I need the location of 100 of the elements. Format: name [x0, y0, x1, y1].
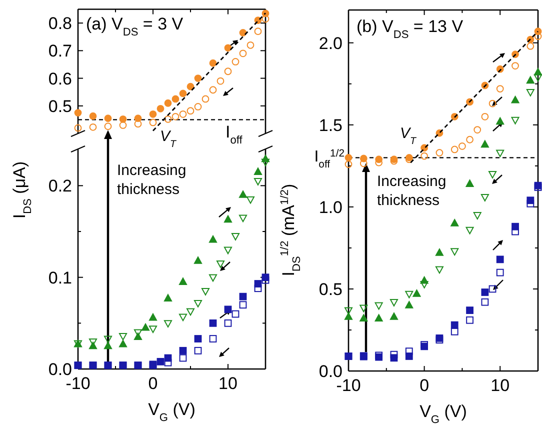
point: [526, 76, 534, 84]
point: [405, 301, 414, 308]
y-tick-label: 0.2: [48, 176, 72, 196]
point: [179, 90, 187, 98]
y-tick-label: 0.5: [48, 96, 72, 116]
point: [496, 268, 504, 276]
point: [390, 299, 398, 306]
point: [262, 15, 270, 23]
point: [194, 256, 202, 264]
y-tick-label: 0.6: [48, 69, 72, 88]
point: [488, 171, 497, 178]
point: [202, 95, 210, 103]
point: [208, 274, 218, 282]
point: [466, 226, 474, 234]
point: [496, 256, 504, 264]
point: [172, 112, 180, 120]
text: (a) V$_{DS}$ = 3 V: [86, 14, 184, 38]
point: [405, 348, 413, 356]
point: [156, 104, 164, 112]
point: [118, 340, 128, 348]
point: [450, 328, 458, 336]
point: [89, 112, 97, 120]
point: [481, 298, 489, 306]
point: [231, 233, 240, 240]
point: [511, 116, 520, 124]
point: [436, 149, 444, 156]
point: [208, 235, 218, 243]
point: [488, 285, 496, 293]
point: [480, 194, 489, 202]
point: [450, 218, 459, 226]
point: [480, 140, 489, 148]
point: [374, 314, 383, 322]
point: [104, 342, 112, 350]
point: [178, 314, 188, 322]
y-tick-label: 1.0: [318, 198, 342, 217]
point: [466, 316, 474, 324]
point: [374, 302, 383, 310]
point: [164, 99, 172, 107]
point: [512, 228, 519, 236]
point: [164, 358, 172, 366]
point: [405, 290, 414, 298]
x-tick-label: 10: [218, 374, 238, 393]
point: [178, 278, 188, 285]
point: [74, 109, 82, 116]
point: [261, 158, 270, 166]
point: [496, 150, 504, 158]
point: [239, 29, 247, 36]
point: [194, 103, 202, 110]
point: [496, 117, 504, 125]
point: [239, 292, 247, 300]
point: [344, 307, 353, 315]
point: [496, 85, 504, 92]
point: [74, 124, 82, 132]
point: [238, 190, 248, 198]
point: [458, 142, 466, 150]
point: [254, 168, 262, 175]
point: [194, 346, 202, 354]
point: [148, 313, 158, 321]
point: [194, 74, 202, 82]
point: [466, 306, 474, 314]
point: [232, 58, 240, 66]
point: [186, 107, 194, 115]
point: [526, 88, 534, 96]
point: [420, 280, 428, 288]
point: [164, 115, 172, 123]
point: [104, 114, 112, 122]
point: [209, 59, 217, 67]
point: [262, 276, 270, 284]
point: [488, 100, 496, 108]
point: [224, 319, 232, 327]
point: [450, 248, 459, 256]
point: [209, 319, 217, 327]
point: [149, 118, 157, 126]
point: [466, 136, 474, 144]
point: [141, 323, 150, 331]
x-tick-label: 0: [420, 376, 430, 395]
point: [420, 152, 428, 160]
point: [209, 335, 217, 342]
y-tick-label: 0.7: [48, 42, 72, 61]
point: [254, 28, 262, 36]
point: [224, 306, 232, 314]
point: [412, 290, 421, 297]
point: [246, 196, 255, 204]
point: [526, 200, 534, 208]
point: [254, 284, 262, 292]
point: [481, 288, 489, 296]
point: [186, 82, 194, 90]
point: [172, 95, 180, 103]
point: [344, 312, 353, 320]
annotation: Increasing thickness: [117, 162, 186, 198]
y-tick-label: 0.1: [48, 268, 72, 288]
point: [344, 160, 352, 168]
point: [224, 44, 232, 52]
point: [481, 112, 489, 120]
point: [118, 332, 128, 340]
point: [186, 308, 195, 316]
point: [360, 304, 368, 312]
point: [164, 320, 172, 328]
annotation: V$_{T}$: [160, 128, 178, 150]
point: [246, 41, 254, 49]
